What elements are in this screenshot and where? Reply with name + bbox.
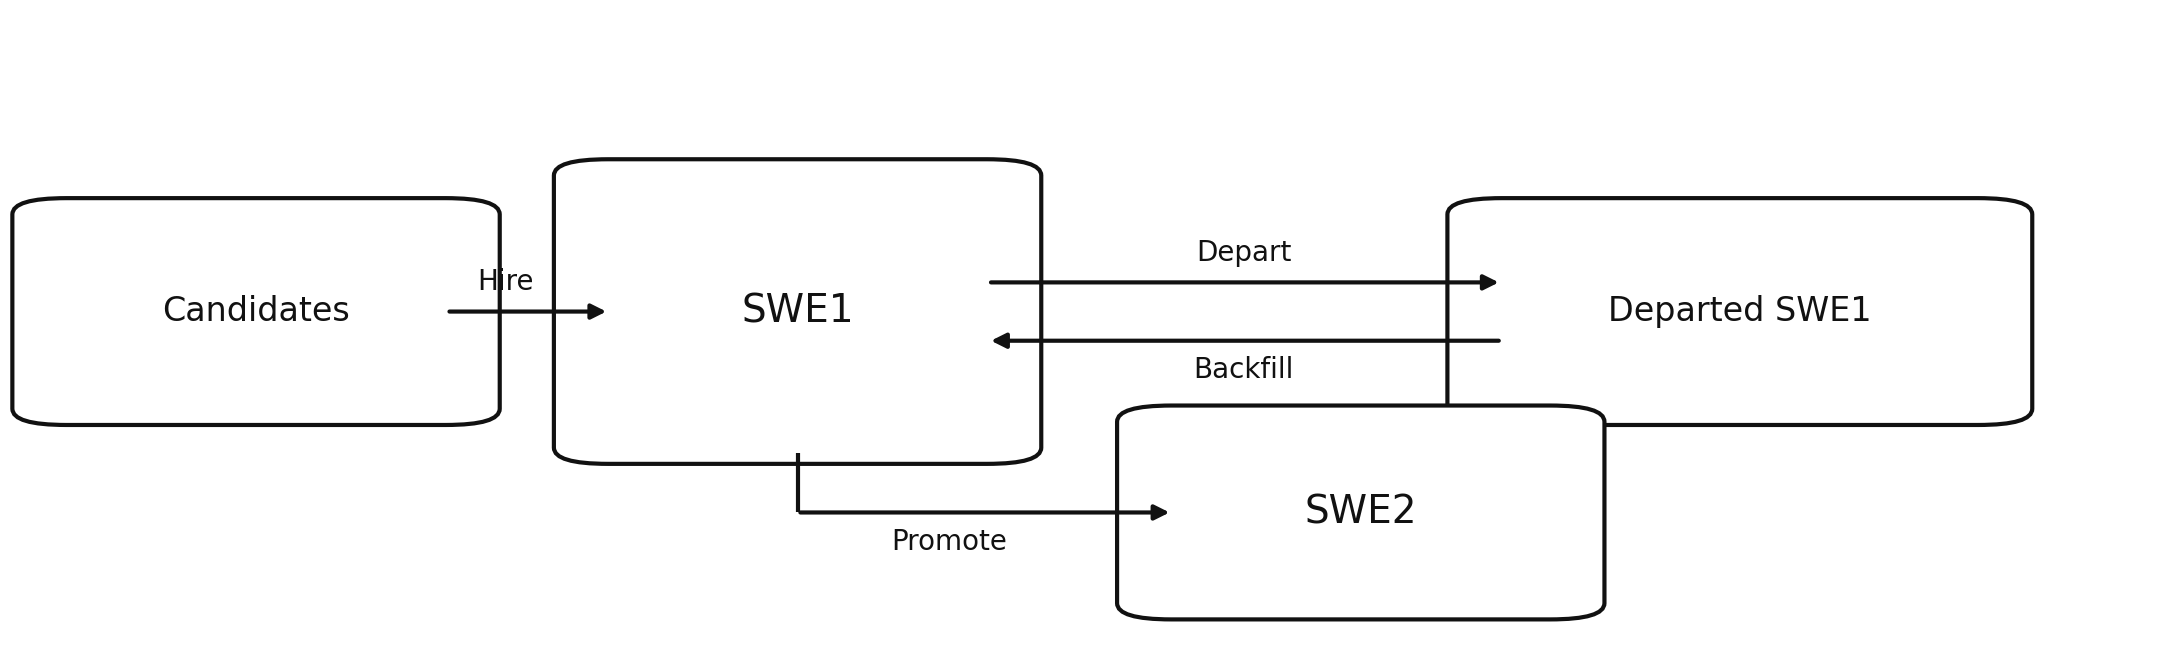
Text: SWE2: SWE2	[1304, 493, 1417, 532]
Text: Candidates: Candidates	[161, 295, 351, 328]
FancyBboxPatch shape	[1116, 406, 1604, 620]
Text: Depart: Depart	[1197, 239, 1291, 267]
FancyBboxPatch shape	[13, 198, 499, 425]
Text: Departed SWE1: Departed SWE1	[1609, 295, 1873, 328]
Text: Backfill: Backfill	[1195, 356, 1295, 384]
FancyBboxPatch shape	[1448, 198, 2032, 425]
FancyBboxPatch shape	[554, 160, 1042, 464]
Text: SWE1: SWE1	[741, 293, 855, 330]
Text: Promote: Promote	[892, 528, 1007, 555]
Text: Hire: Hire	[477, 268, 534, 297]
